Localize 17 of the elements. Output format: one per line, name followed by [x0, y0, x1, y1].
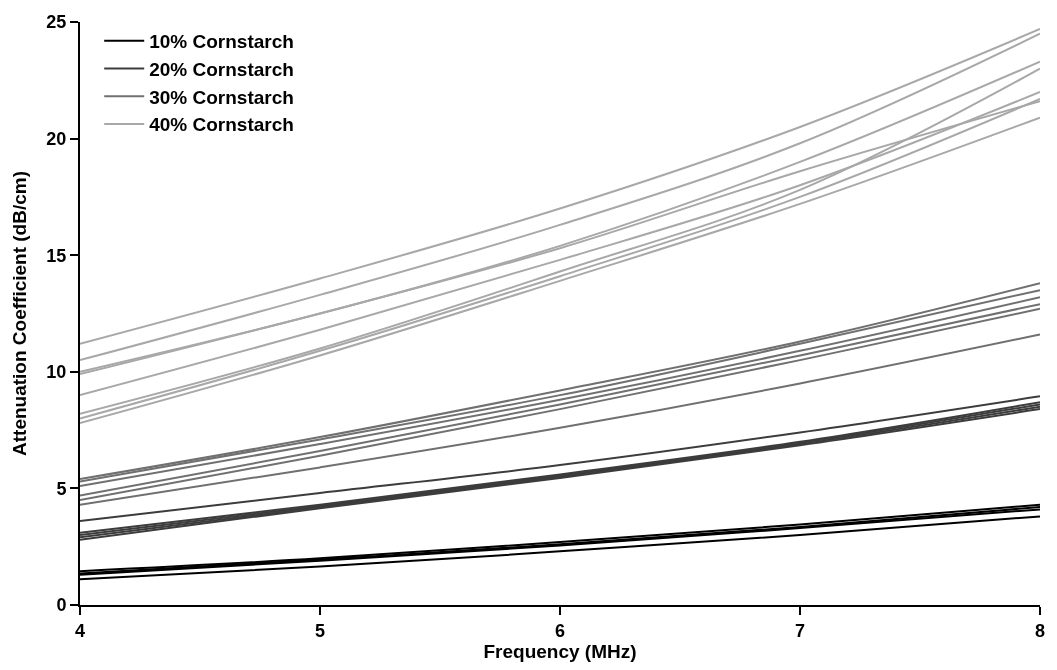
legend-label: 10% Cornstarch	[149, 31, 294, 53]
y-tick-label: 0	[56, 595, 67, 616]
legend-label: 30% Cornstarch	[149, 86, 294, 108]
y-axis-title: Attenuation Coefficient (dB/cm)	[8, 171, 30, 456]
x-axis-title: Frequency (MHz)	[483, 640, 637, 662]
legend-label: 40% Cornstarch	[149, 114, 294, 136]
y-tick-label: 10	[46, 362, 67, 383]
x-tick-label: 8	[1034, 620, 1046, 641]
y-tick-label: 25	[46, 12, 67, 33]
x-tick-label: 6	[554, 620, 566, 641]
x-tick-label: 5	[314, 620, 326, 641]
x-tick-label: 4	[74, 620, 86, 641]
legend-label: 20% Cornstarch	[149, 58, 294, 80]
y-tick-label: 20	[46, 128, 67, 149]
y-tick-label: 15	[46, 245, 67, 266]
y-tick-label: 5	[56, 478, 67, 499]
x-tick-label: 7	[794, 620, 806, 641]
